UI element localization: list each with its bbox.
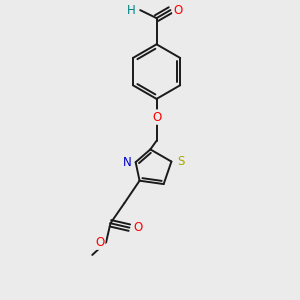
Text: H: H [127, 4, 136, 16]
Text: O: O [152, 111, 161, 124]
Text: O: O [95, 236, 104, 249]
Text: O: O [173, 4, 182, 16]
Text: S: S [177, 155, 184, 168]
Text: N: N [122, 156, 131, 169]
Text: O: O [133, 221, 142, 234]
